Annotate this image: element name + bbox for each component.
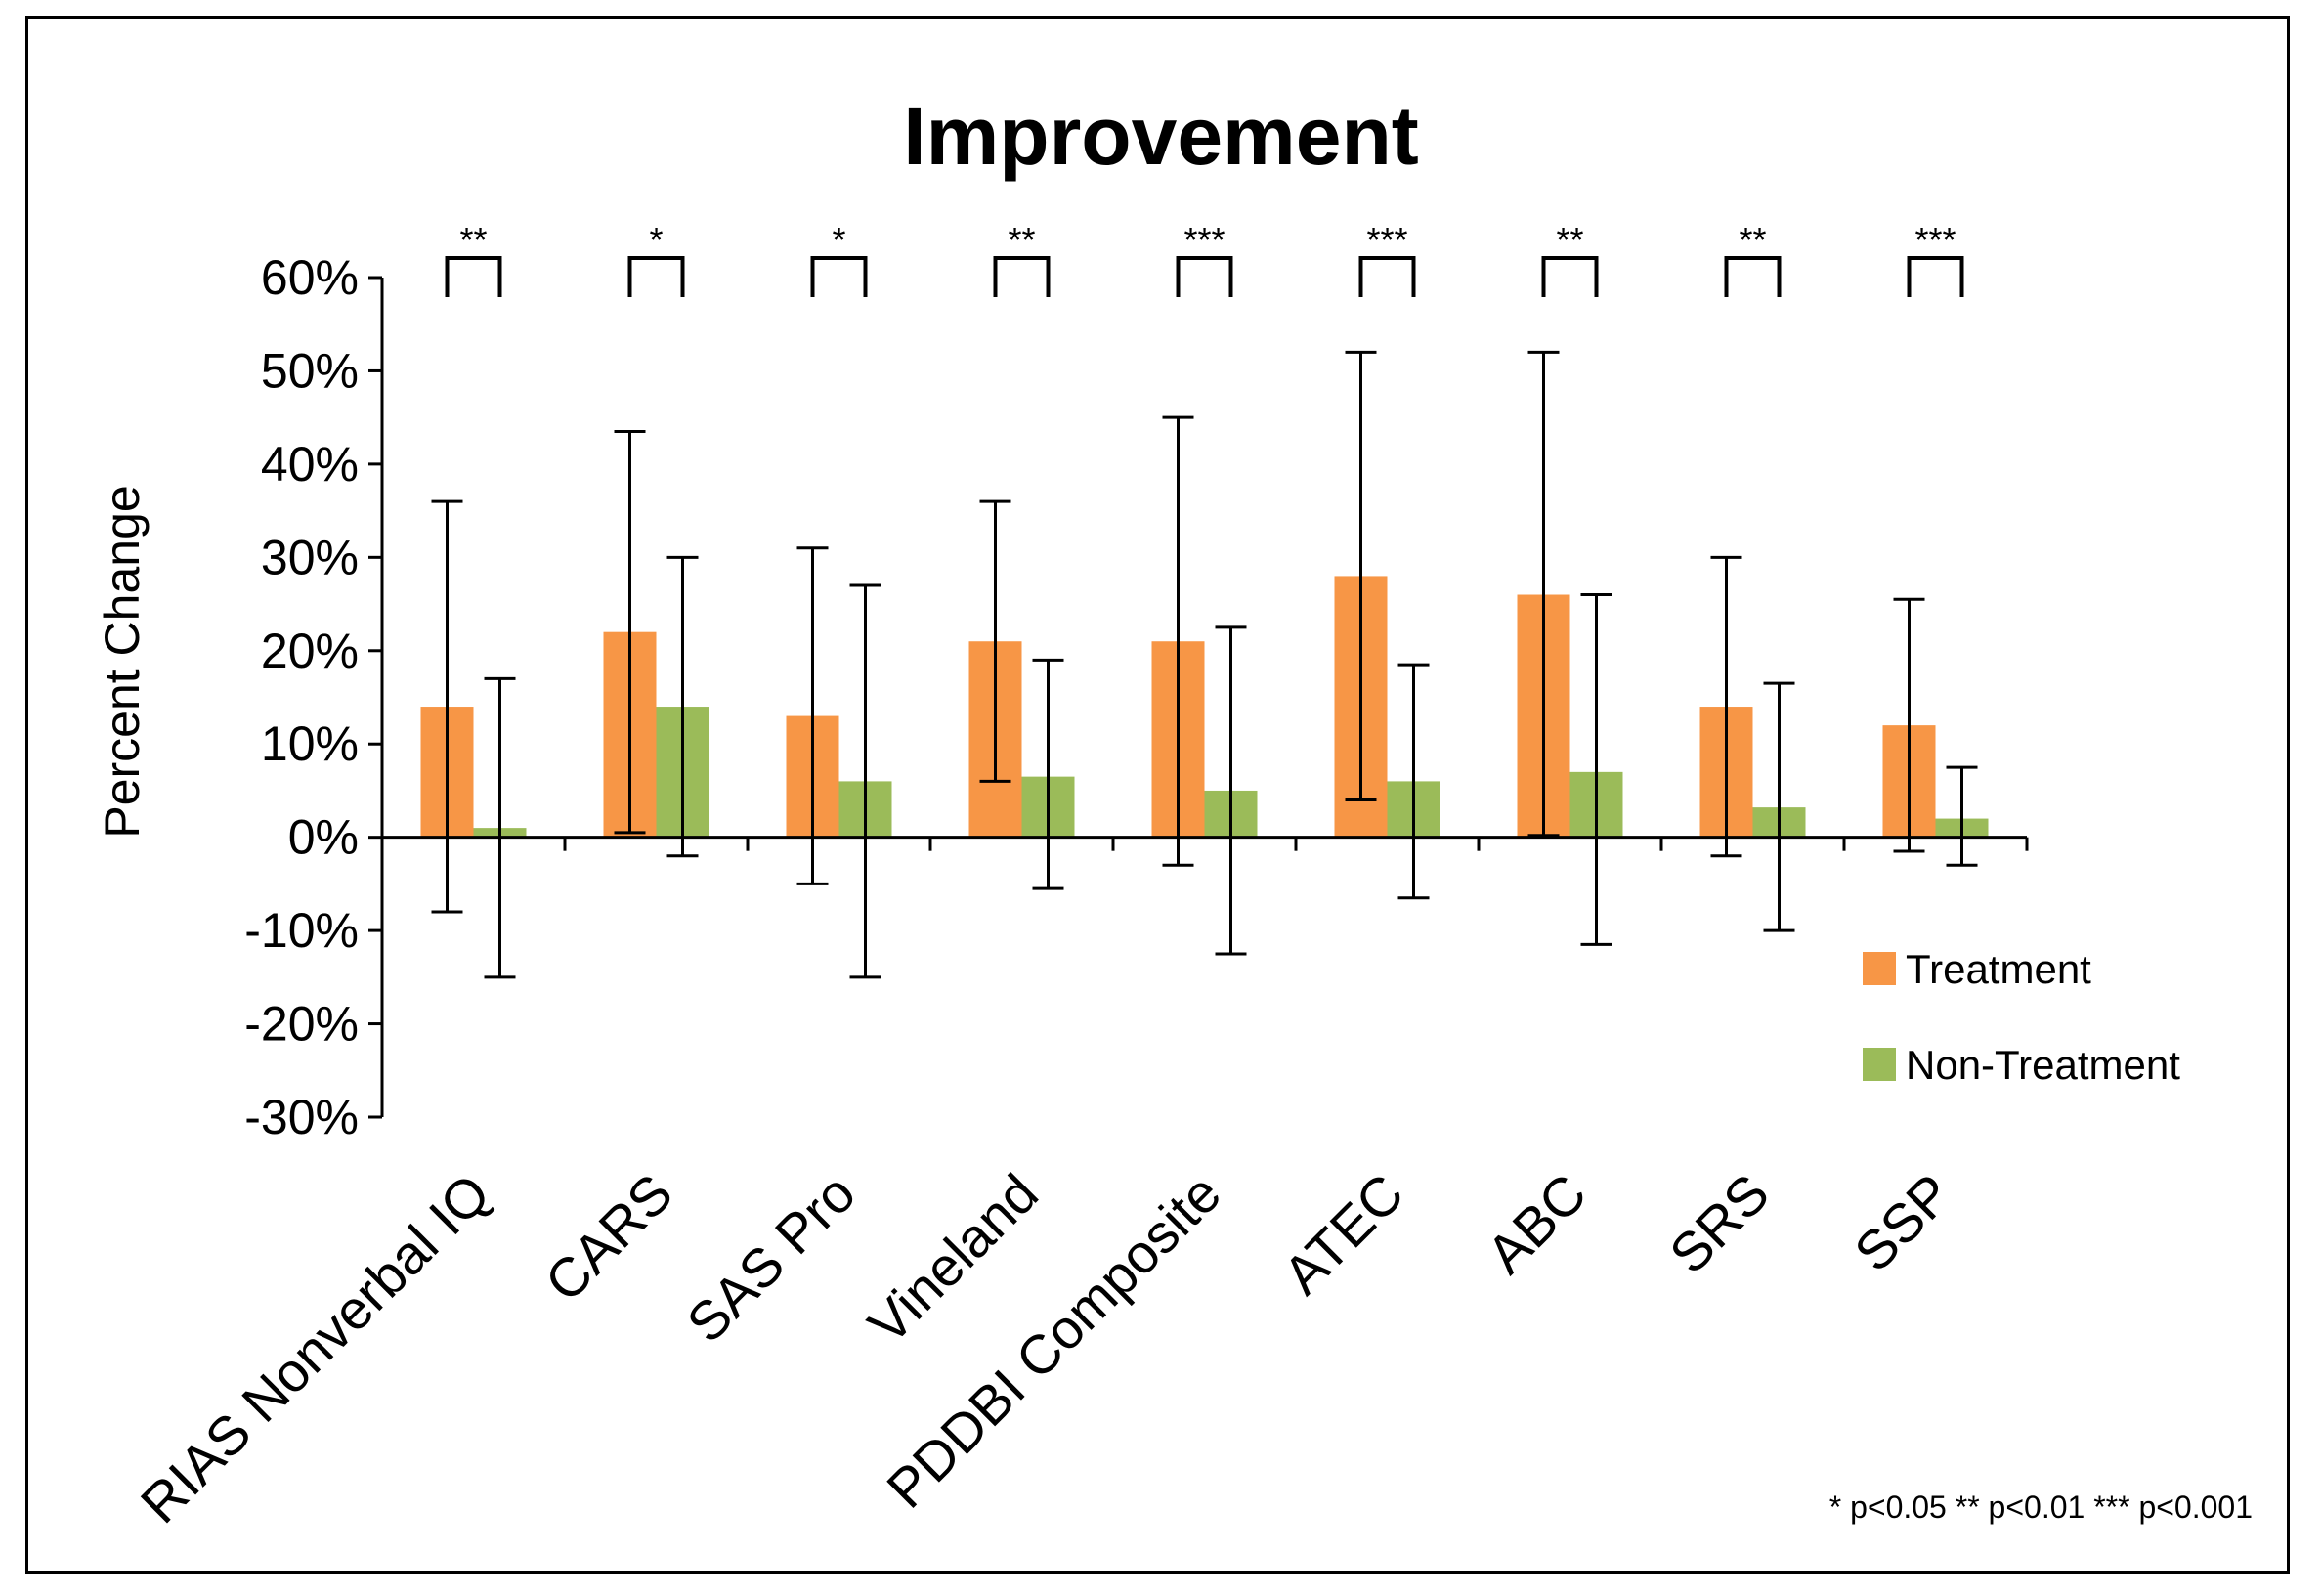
x-category-label: RIAS Nonverbal IQ (129, 1162, 501, 1534)
significance-bracket (445, 256, 502, 297)
significance-bracket (1358, 256, 1416, 297)
significance-stars: ** (1556, 220, 1583, 260)
x-category-label: CARS (533, 1162, 684, 1314)
legend-label-treatment: Treatment (1906, 946, 2091, 992)
significance-bracket (810, 256, 868, 297)
significance-stars: * (649, 220, 663, 260)
legend-swatch-treatment (1863, 952, 1896, 985)
significance-stars: *** (1914, 220, 1956, 260)
y-tick-label: 40% (261, 437, 359, 492)
significance-bracket (1907, 256, 1964, 297)
significance-stars: *** (1366, 220, 1407, 260)
y-tick-label: 10% (261, 716, 359, 771)
significance-bracket (993, 256, 1051, 297)
y-tick-label: 0% (288, 810, 359, 865)
plot-area: 60%50%40%30%20%10%0%-10%-20%-30%** * * ** **… (129, 220, 2180, 1534)
x-category-label: PDDBI Composite (875, 1162, 1232, 1520)
y-tick-label: -30% (244, 1090, 359, 1144)
significance-bracket (1176, 256, 1233, 297)
legend-label-non-treatment: Non-Treatment (1906, 1042, 2180, 1088)
y-tick-label: 30% (261, 530, 359, 584)
y-tick-label: 50% (261, 343, 359, 398)
x-category-label: ATEC (1271, 1162, 1415, 1306)
x-category-label: SRS (1657, 1162, 1781, 1285)
significance-bracket (1541, 256, 1599, 297)
legend-swatch-non-treatment (1863, 1048, 1896, 1081)
significance-bracket (1724, 256, 1782, 297)
y-tick-label: -10% (244, 903, 359, 958)
significance-footnote: * p<0.05 ** p<0.01 *** p<0.001 (1829, 1489, 2253, 1525)
x-category-label: ABC (1475, 1162, 1598, 1285)
chart-title: Improvement (903, 90, 1418, 182)
significance-bracket (627, 256, 685, 297)
x-category-label: SAS Pro (675, 1162, 867, 1354)
y-axis-label: Percent Change (95, 485, 150, 838)
y-tick-label: -20% (244, 997, 359, 1052)
significance-stars: *** (1183, 220, 1225, 260)
significance-stars: ** (1008, 220, 1035, 260)
y-tick-label: 20% (261, 624, 359, 678)
y-tick-label: 60% (261, 250, 359, 305)
x-category-label: SSP (1842, 1162, 1963, 1283)
significance-stars: ** (1739, 220, 1766, 260)
significance-stars: ** (459, 220, 487, 260)
significance-stars: * (832, 220, 845, 260)
x-category-label: Vineland (856, 1162, 1050, 1356)
